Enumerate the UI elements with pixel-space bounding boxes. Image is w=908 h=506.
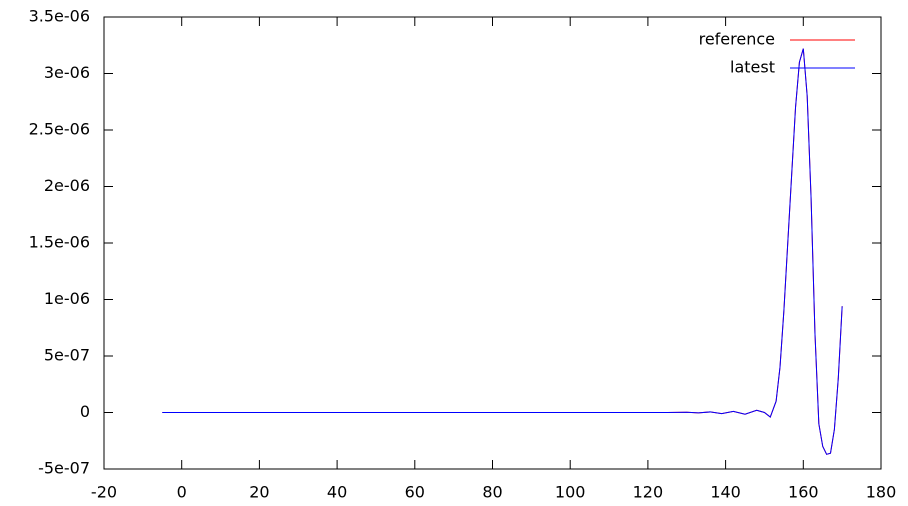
y-tick-label: 0	[80, 402, 90, 421]
x-tick-label: 100	[555, 483, 586, 502]
y-tick-label: 1e-06	[44, 289, 90, 308]
legend-label: reference	[699, 30, 775, 49]
y-tick-label: 3e-06	[44, 63, 90, 82]
series-line	[162, 48, 843, 455]
y-tick-label: -5e-07	[38, 459, 90, 478]
y-tick-label: 2e-06	[44, 176, 90, 195]
x-tick-label: -20	[91, 483, 117, 502]
y-tick-label: 1.5e-06	[29, 233, 90, 252]
x-tick-label: 120	[633, 483, 664, 502]
x-tick-label: 160	[788, 483, 819, 502]
x-tick-label: 80	[482, 483, 502, 502]
y-tick-label: 5e-07	[44, 346, 90, 365]
y-tick-label: 2.5e-06	[29, 120, 90, 139]
x-tick-label: 0	[177, 483, 187, 502]
plot-border	[103, 16, 882, 470]
x-tick-label: 140	[710, 483, 741, 502]
x-tick-label: 40	[327, 483, 347, 502]
series-line	[162, 48, 843, 455]
x-tick-label: 180	[866, 483, 897, 502]
x-tick-label: 60	[405, 483, 425, 502]
y-tick-label: 3.5e-06	[29, 7, 90, 26]
legend-label: latest	[730, 58, 775, 77]
x-tick-label: 20	[249, 483, 269, 502]
